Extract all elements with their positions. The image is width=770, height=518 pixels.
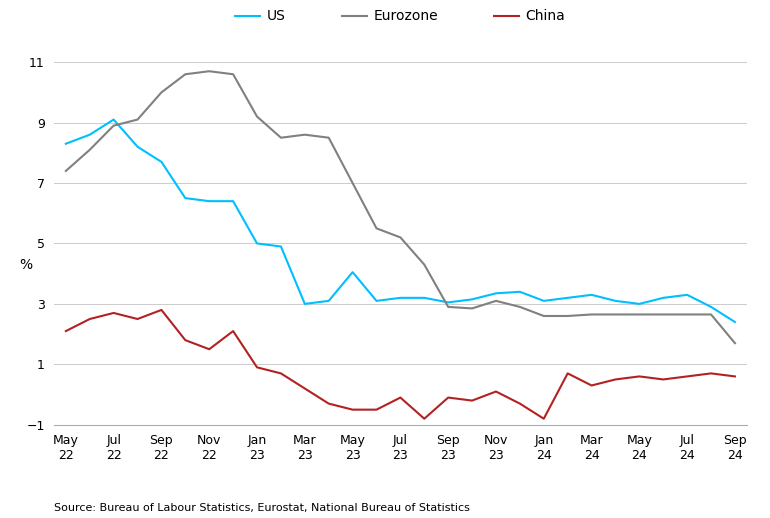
Eurozone [467, 305, 477, 311]
Eurozone [444, 304, 453, 310]
Eurozone [491, 298, 500, 304]
Eurozone [300, 132, 310, 138]
US [491, 290, 500, 296]
US [109, 117, 119, 123]
Text: Source: Bureau of Labour Statistics, Eurostat, National Bureau of Statistics: Source: Bureau of Labour Statistics, Eur… [54, 503, 470, 513]
Y-axis label: %: % [19, 258, 33, 272]
Eurozone [133, 117, 142, 123]
Eurozone [276, 135, 286, 141]
US [706, 304, 715, 310]
Eurozone [539, 313, 548, 319]
China [133, 316, 142, 322]
Eurozone [205, 68, 214, 75]
Legend: US, Eurozone, China: US, Eurozone, China [229, 4, 571, 29]
Eurozone [348, 180, 357, 186]
Eurozone [324, 135, 333, 141]
Eurozone [62, 168, 71, 174]
US [372, 298, 381, 304]
US [396, 295, 405, 301]
China [587, 382, 596, 388]
US [276, 243, 286, 250]
China [300, 385, 310, 392]
Eurozone [157, 89, 166, 95]
Line: US: US [66, 120, 735, 322]
Eurozone [634, 311, 644, 318]
US [444, 299, 453, 306]
Eurozone [730, 340, 739, 347]
US [348, 269, 357, 275]
US [539, 298, 548, 304]
US [300, 301, 310, 307]
Eurozone [253, 113, 262, 120]
US [62, 140, 71, 147]
China [634, 373, 644, 380]
China [205, 346, 214, 352]
US [587, 292, 596, 298]
Eurozone [420, 262, 429, 268]
Eurozone [372, 225, 381, 232]
US [85, 132, 95, 138]
US [133, 143, 142, 150]
China [563, 370, 572, 377]
China [539, 415, 548, 422]
China [276, 370, 286, 377]
China [515, 400, 524, 407]
US [205, 198, 214, 204]
China [658, 376, 668, 382]
Eurozone [181, 71, 190, 77]
China [706, 370, 715, 377]
China [181, 337, 190, 343]
China [157, 307, 166, 313]
US [658, 295, 668, 301]
Eurozone [587, 311, 596, 318]
Line: Eurozone: Eurozone [66, 71, 735, 343]
Eurozone [109, 123, 119, 129]
China [229, 328, 238, 334]
China [348, 407, 357, 413]
US [563, 295, 572, 301]
China [62, 328, 71, 334]
US [420, 295, 429, 301]
Eurozone [515, 304, 524, 310]
China [682, 373, 691, 380]
US [611, 298, 620, 304]
China [372, 407, 381, 413]
US [515, 289, 524, 295]
China [730, 373, 739, 380]
US [324, 298, 333, 304]
Eurozone [658, 311, 668, 318]
Line: China: China [66, 310, 735, 419]
Eurozone [682, 311, 691, 318]
Eurozone [229, 71, 238, 77]
Eurozone [85, 147, 95, 153]
China [611, 376, 620, 382]
China [109, 310, 119, 316]
US [467, 296, 477, 303]
China [324, 400, 333, 407]
China [420, 415, 429, 422]
US [634, 301, 644, 307]
China [396, 395, 405, 401]
China [85, 316, 95, 322]
Eurozone [611, 311, 620, 318]
China [253, 364, 262, 370]
US [229, 198, 238, 204]
Eurozone [396, 234, 405, 240]
Eurozone [563, 313, 572, 319]
China [491, 388, 500, 395]
US [730, 319, 739, 325]
US [181, 195, 190, 201]
US [157, 159, 166, 165]
Eurozone [706, 311, 715, 318]
US [253, 240, 262, 247]
US [682, 292, 691, 298]
China [444, 395, 453, 401]
China [467, 397, 477, 404]
